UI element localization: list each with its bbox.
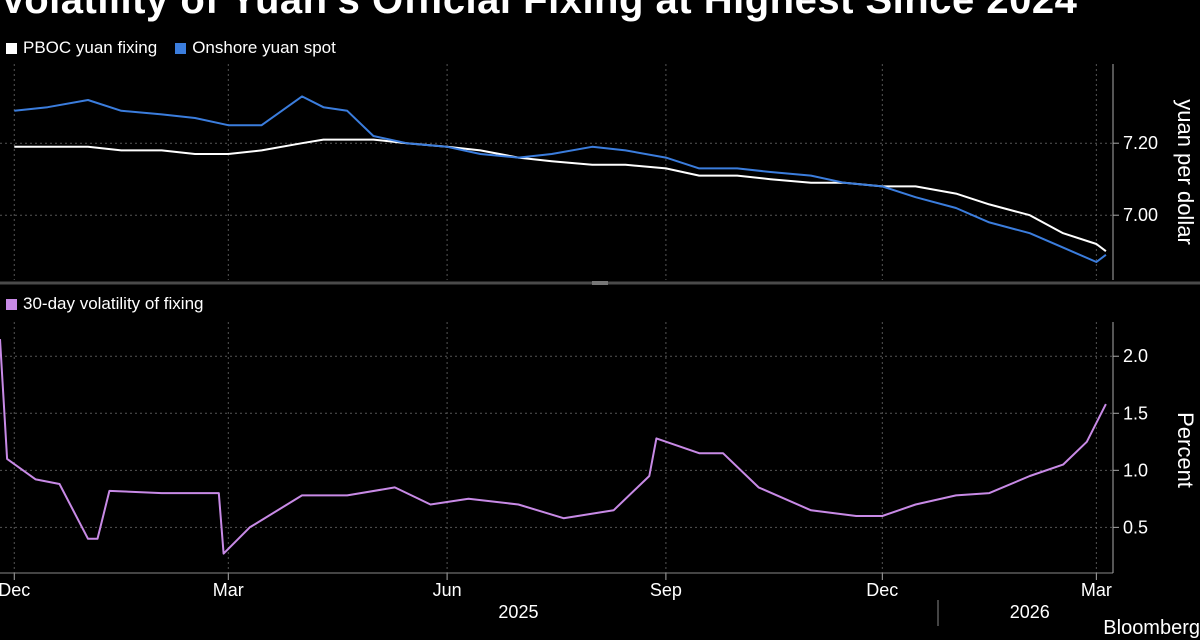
series-line-top-0 — [14, 138, 1107, 252]
x-tick-label-0: Dec — [0, 580, 30, 600]
legend-item-volatility: 30-day volatility of fixing — [6, 294, 203, 314]
x-tick-label-2: Jun — [433, 580, 462, 600]
y-tick-label-top-0: 7.00 — [1123, 205, 1158, 225]
x-tick-label-1: Mar — [213, 580, 244, 600]
panel-divider-handle — [592, 281, 608, 285]
legend-bottom: 30-day volatility of fixing — [6, 294, 203, 314]
y-tick-label-bottom-0: 0.5 — [1123, 517, 1148, 537]
legend-label-fixing: PBOC yuan fixing — [23, 38, 158, 57]
y-tick-label-bottom-1: 1.0 — [1123, 460, 1148, 480]
legend-top: PBOC yuan fixing Onshore yuan spot — [6, 38, 336, 58]
year-label-0: 2025 — [498, 602, 538, 622]
x-tick-label-3: Sep — [650, 580, 682, 600]
legend-item-spot: Onshore yuan spot — [175, 38, 336, 58]
y-tick-label-top-1: 7.20 — [1123, 133, 1158, 153]
grid-layer — [0, 64, 1113, 573]
top-ylabel: yuan per dollar — [1173, 99, 1198, 245]
chart-title: Volatility of Yuan's Official Fixing at … — [0, 0, 1078, 22]
legend-swatch-spot — [175, 42, 187, 54]
series-line-top-1 — [14, 95, 1107, 263]
bottom-ylabel: Percent — [1173, 412, 1198, 488]
x-tick-label-5: Mar — [1081, 580, 1112, 600]
y-tick-label-bottom-2: 1.5 — [1123, 403, 1148, 423]
year-label-1: 2026 — [1010, 602, 1050, 622]
legend-label-volatility: 30-day volatility of fixing — [23, 294, 204, 313]
x-tick-label-4: Dec — [866, 580, 898, 600]
legend-label-spot: Onshore yuan spot — [192, 38, 336, 57]
y-tick-label-bottom-3: 2.0 — [1123, 346, 1148, 366]
legend-item-fixing: PBOC yuan fixing — [6, 38, 157, 58]
series-layer — [0, 95, 1107, 555]
source-label: Bloomberg — [1103, 617, 1200, 639]
axis-layer: Dec Mar Jun Sep Dec Mar 2025 2026 7.00 7.20 0.5 1.0… — [0, 64, 1200, 626]
legend-swatch-volatility — [6, 298, 17, 310]
legend-swatch-fixing — [6, 42, 17, 54]
series-line-bottom-0 — [0, 339, 1107, 555]
